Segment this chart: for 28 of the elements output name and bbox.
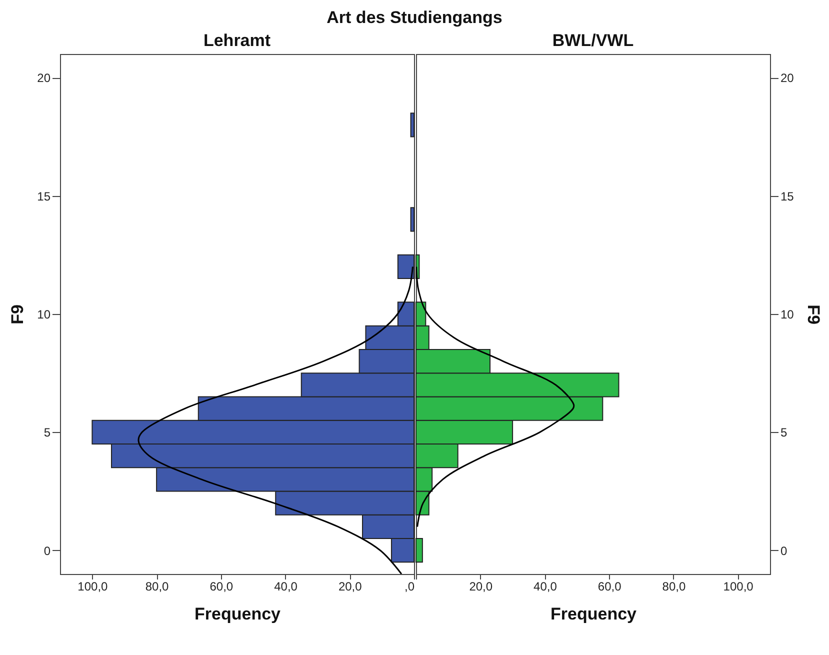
x-tick-label: 40,0 bbox=[533, 580, 557, 594]
x-tick-label: ,0 bbox=[404, 580, 414, 594]
y-axis-title: F9 bbox=[8, 304, 27, 324]
x-tick-label: 80,0 bbox=[662, 580, 686, 594]
x-axis-title: Frequency bbox=[550, 604, 637, 624]
x-tick-label: 60,0 bbox=[597, 580, 622, 594]
chart-title: Lehramt bbox=[202, 31, 270, 50]
x-tick-label: 100,0 bbox=[722, 580, 754, 594]
y-tick-label: 5 bbox=[43, 426, 50, 440]
y-tick-label: 10 bbox=[36, 308, 50, 322]
y-tick-label: 5 bbox=[780, 426, 787, 440]
x-tick-label: 20,0 bbox=[468, 580, 492, 594]
x-tick-label: 20,0 bbox=[338, 580, 362, 594]
x-axis-title: Frequency bbox=[194, 604, 281, 624]
y-tick-label: 20 bbox=[36, 71, 50, 86]
y-tick-label: 0 bbox=[43, 544, 50, 558]
x-tick-label: 40,0 bbox=[274, 580, 298, 594]
x-tick-label: 60,0 bbox=[209, 580, 233, 594]
x-tick-label: 80,0 bbox=[144, 580, 169, 594]
y-tick-label: 15 bbox=[36, 189, 50, 204]
y-tick-label: 20 bbox=[780, 71, 794, 86]
y-tick-label: 0 bbox=[780, 544, 787, 558]
y-tick-label: 10 bbox=[780, 308, 794, 322]
y-tick-label: 15 bbox=[780, 189, 794, 204]
text: Art des Studiengangs bbox=[326, 8, 504, 28]
chart-title: BWL/VWL bbox=[552, 31, 634, 50]
y-axis-title: F9 bbox=[803, 304, 822, 324]
x-tick-label: 100,0 bbox=[77, 580, 108, 594]
